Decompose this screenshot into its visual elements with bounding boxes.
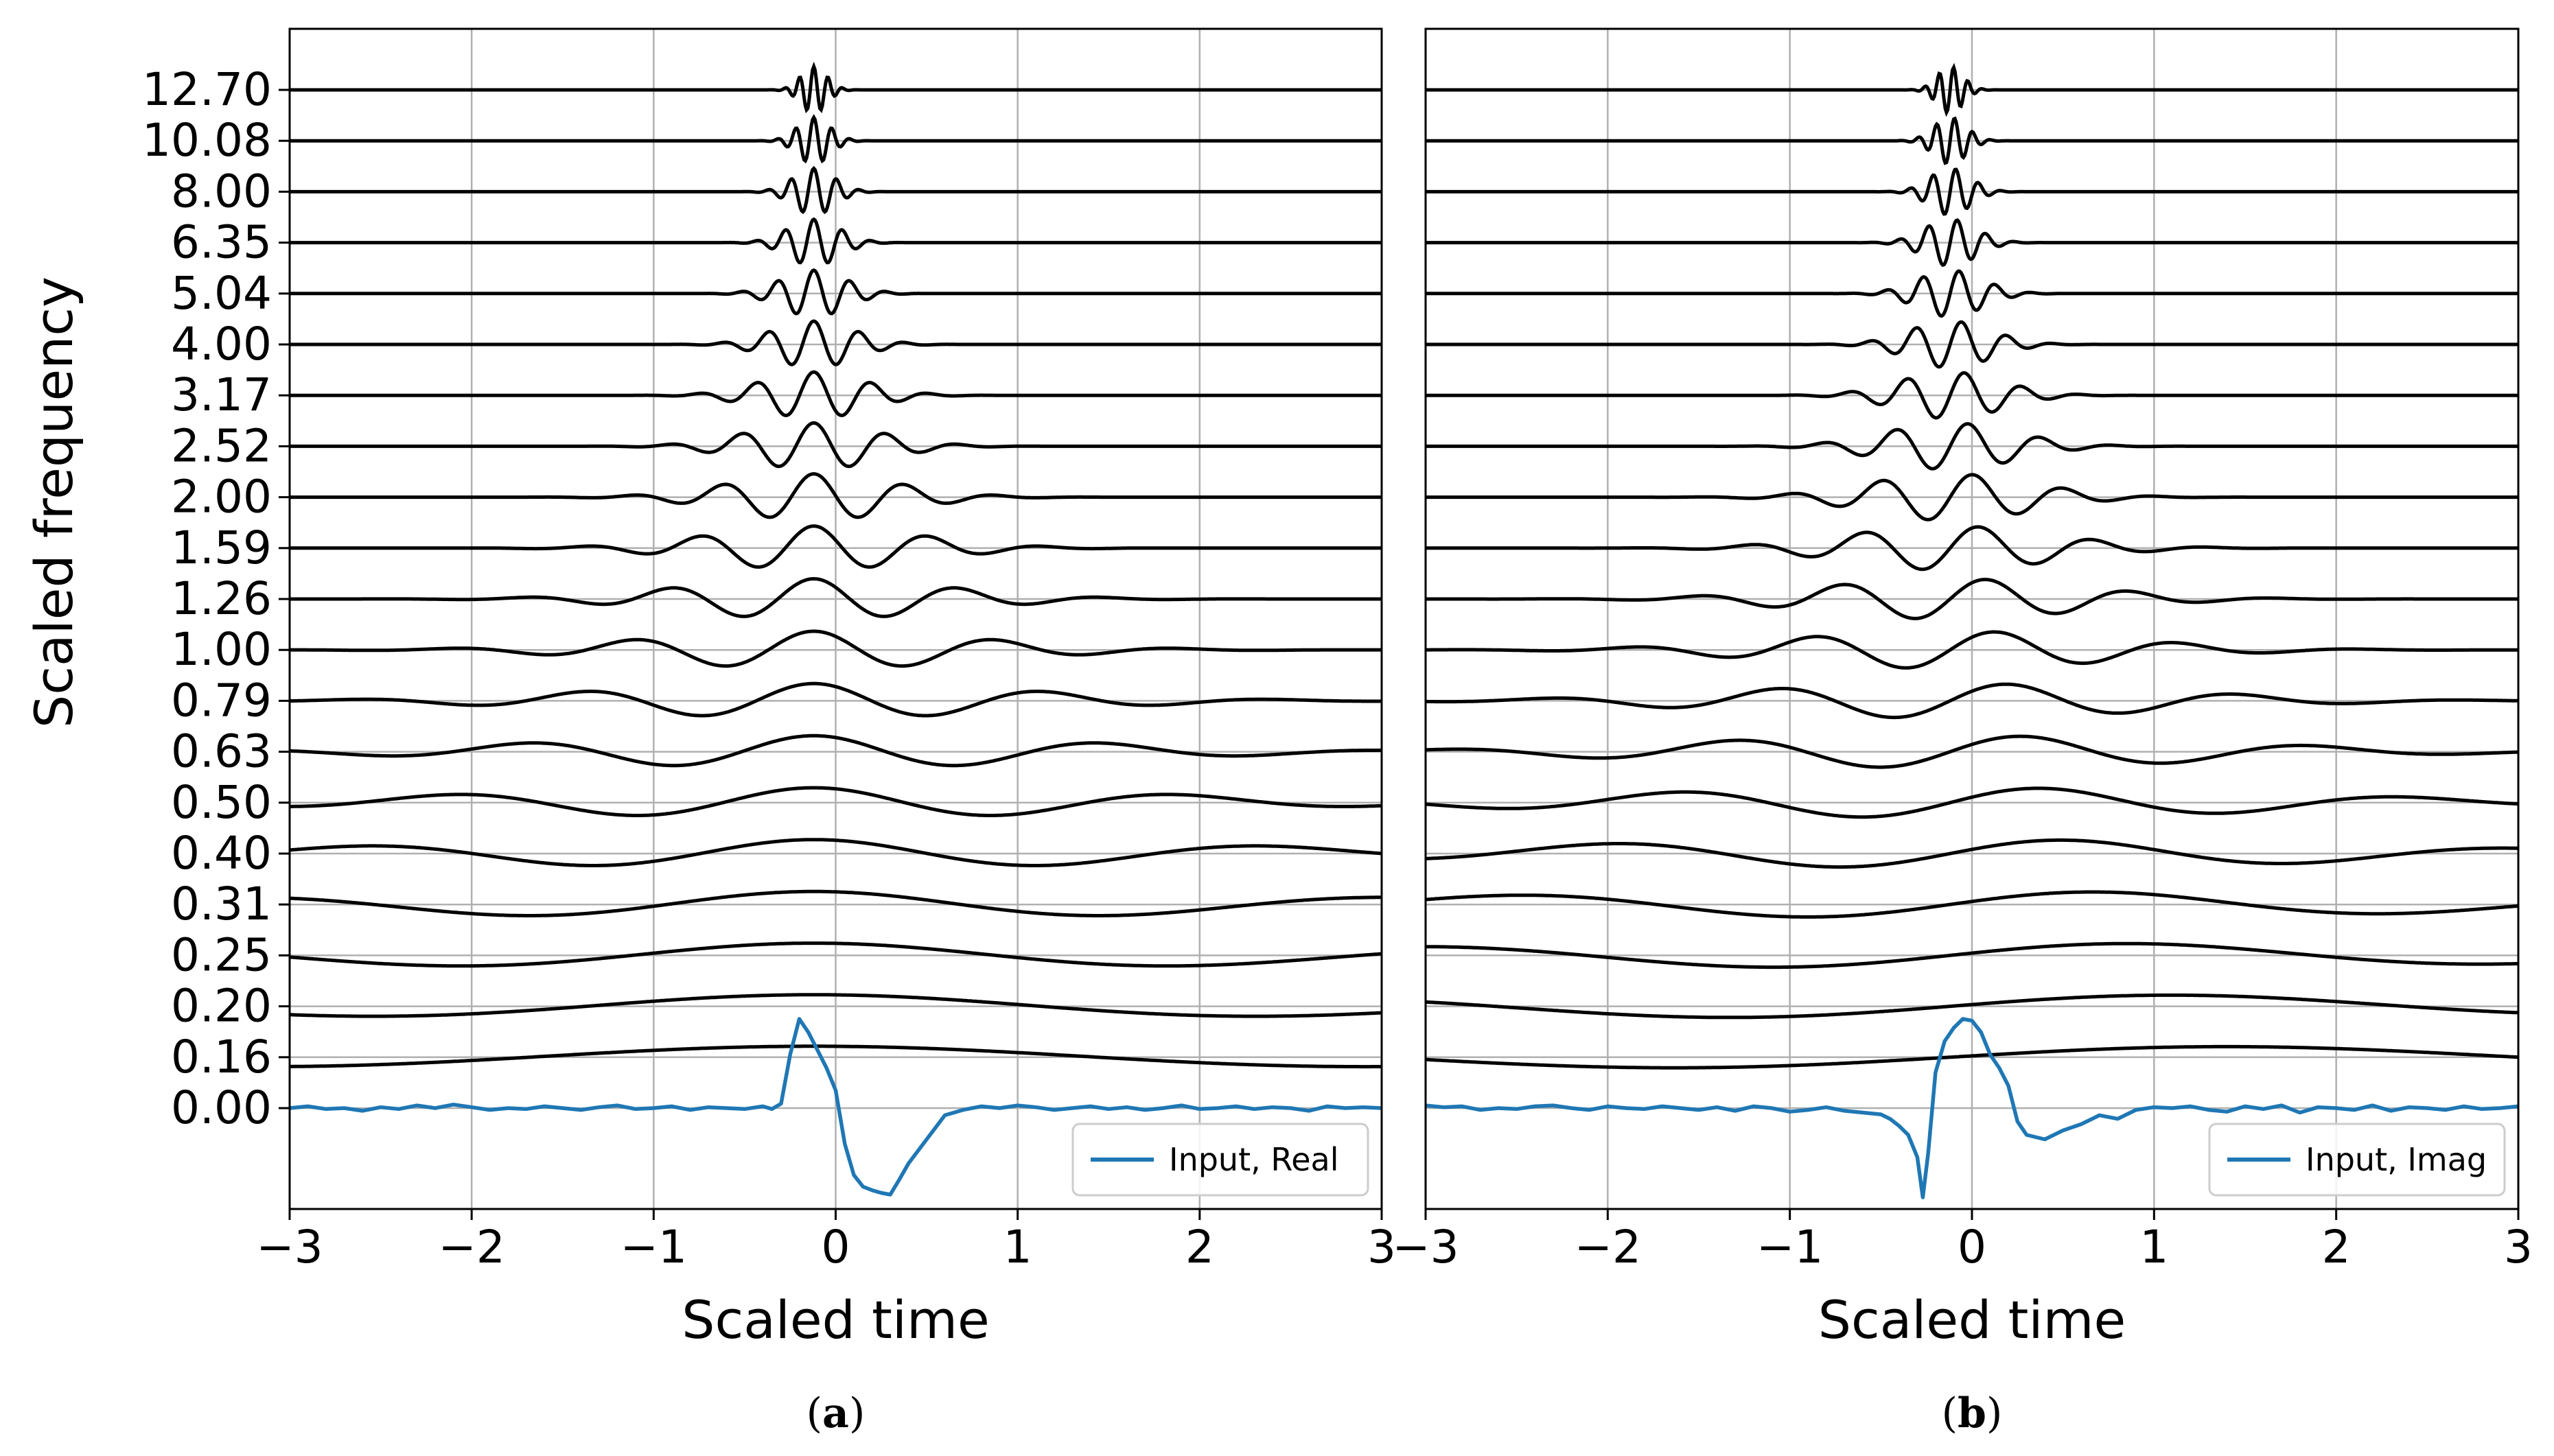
x-axis-label: Scaled time — [682, 1289, 990, 1350]
x-tick-label: −3 — [1392, 1221, 1459, 1273]
x-tick-label: 1 — [2139, 1221, 2168, 1273]
wavelet-line-5_04 — [1426, 269, 2518, 318]
wavelet-line-0_25 — [289, 941, 1382, 968]
y-tick-label: 0.50 — [171, 776, 272, 829]
y-tick-label: 0.25 — [171, 928, 272, 981]
wavelet-line-8 — [1426, 167, 2518, 216]
wavelet-line-0_16 — [1425, 1044, 2519, 1070]
y-axis-label: Scaled frequency — [23, 277, 84, 728]
y-tick-label: 8.00 — [171, 165, 272, 218]
wavelet-line-4 — [1426, 320, 2518, 369]
wavelet-line-0_31 — [1425, 890, 2519, 919]
legend-label: Input, Imag — [2306, 1141, 2487, 1178]
y-tick-label: 1.59 — [171, 521, 272, 574]
x-tick-label: −2 — [1575, 1221, 1641, 1273]
wavelet-line-0_63 — [1425, 734, 2518, 769]
wavelet-line-2_52 — [1426, 422, 2518, 471]
wavelet-line-1_26 — [290, 576, 1382, 618]
wavelet-line-10_08 — [290, 114, 1382, 164]
wavelet-line-0_25 — [1426, 941, 2519, 970]
x-tick-label: −3 — [256, 1221, 323, 1273]
wavelet-line-0_31 — [290, 889, 1382, 917]
wavelet-line-0_79 — [289, 681, 1382, 718]
y-tick-label: 0.20 — [171, 980, 272, 1033]
wavelet-line-1 — [290, 629, 1382, 668]
x-tick-label: 3 — [2504, 1221, 2533, 1273]
wavelet-line-0_4 — [289, 838, 1382, 867]
input-series-line — [289, 1017, 1382, 1197]
y-tick-label: 1.00 — [171, 623, 272, 676]
x-tick-label: 2 — [2322, 1221, 2351, 1273]
legend: Input, Real — [1071, 1123, 1369, 1197]
subfigure-label-letter: b — [1958, 1389, 1986, 1437]
panel-a: −3 −2 −1 0 1 2 30.000.160.200.250.310.400.500.… — [23, 27, 1396, 1437]
wavelet-line-4 — [290, 319, 1382, 366]
subfigure-label: (b) — [1942, 1389, 2003, 1437]
y-tick-label: 2.00 — [171, 471, 272, 524]
x-tick-label: 3 — [1367, 1221, 1396, 1273]
y-tick-label: 10.08 — [142, 114, 272, 167]
x-tick-label: 2 — [1185, 1221, 1214, 1273]
y-tick-label: 2.52 — [171, 419, 272, 472]
subfigure-label: (a) — [806, 1389, 866, 1437]
y-tick-label: 0.40 — [171, 827, 272, 880]
wavelet-line-12_7 — [1426, 62, 2518, 117]
wavelet-line-0_2 — [289, 993, 1382, 1018]
y-tick-label: 5.04 — [171, 267, 272, 320]
y-tick-label: 6.35 — [171, 216, 272, 269]
x-tick-label: −1 — [1756, 1221, 1823, 1273]
wavelet-line-6_35 — [290, 217, 1382, 265]
wavelet-line-2 — [290, 472, 1382, 519]
x-tick-label: 1 — [1003, 1221, 1032, 1273]
subfigure-label-close: ) — [1986, 1389, 2002, 1437]
x-tick-label: 0 — [1958, 1221, 1986, 1273]
subfigure-label-open: ( — [1942, 1389, 1958, 1437]
y-tick-label: 0.00 — [171, 1081, 272, 1134]
y-tick-label: 0.31 — [171, 878, 272, 930]
wavelet-line-3_17 — [1426, 371, 2518, 420]
wavelet-line-0_63 — [289, 733, 1382, 768]
x-tick-label: −2 — [439, 1221, 505, 1273]
y-tick-label: 0.16 — [171, 1031, 272, 1083]
wavelet-line-3_17 — [290, 370, 1382, 418]
panel-b: −3 −2 −1 0 1 2 3 Scaled time Input, Imag (b) — [1392, 27, 2533, 1437]
subfigure-label-open: ( — [806, 1389, 822, 1437]
subfigure-label-letter: a — [822, 1389, 849, 1437]
subfigure-label-close: ) — [849, 1389, 865, 1437]
wavelet-line-1 — [1426, 630, 2518, 670]
x-axis-label: Scaled time — [1818, 1289, 2126, 1350]
wavelet-line-1_26 — [1426, 578, 2518, 620]
wavelet-line-6_35 — [1426, 218, 2518, 268]
x-tick-label: 0 — [822, 1221, 850, 1273]
wavelet-line-0_2 — [1425, 993, 2519, 1020]
y-tick-label: 12.70 — [142, 63, 272, 116]
wavelet-line-0_79 — [1426, 682, 2519, 720]
legend-box — [2208, 1123, 2506, 1197]
legend: Input, Imag — [2208, 1123, 2506, 1197]
wavelet-line-10_08 — [1426, 116, 2518, 165]
wavelet-line-2 — [1426, 473, 2518, 521]
legend-box — [1071, 1123, 1369, 1197]
wavelet-line-0_4 — [1426, 838, 2518, 869]
wavelet-line-2_52 — [290, 421, 1382, 469]
input-series-line — [1425, 1017, 2519, 1199]
wavelet-line-0_5 — [1425, 786, 2519, 819]
y-tick-label: 0.63 — [171, 725, 272, 778]
y-tick-label: 3.17 — [171, 368, 272, 421]
wavelet-line-12_7 — [290, 61, 1382, 114]
wavelet-line-1_59 — [290, 524, 1382, 569]
wavelet-line-0_16 — [290, 1044, 1382, 1069]
wavelet-line-1_59 — [1426, 525, 2518, 572]
wavelet-line-8 — [290, 165, 1382, 215]
y-tick-label: 0.79 — [171, 674, 272, 727]
wavelet-line-5_04 — [290, 268, 1382, 316]
y-tick-label: 4.00 — [171, 318, 272, 371]
x-tick-label: −1 — [620, 1221, 687, 1273]
legend-label: Input, Real — [1169, 1141, 1339, 1178]
y-tick-label: 1.26 — [171, 572, 272, 625]
wavelet-line-0_5 — [290, 786, 1382, 817]
